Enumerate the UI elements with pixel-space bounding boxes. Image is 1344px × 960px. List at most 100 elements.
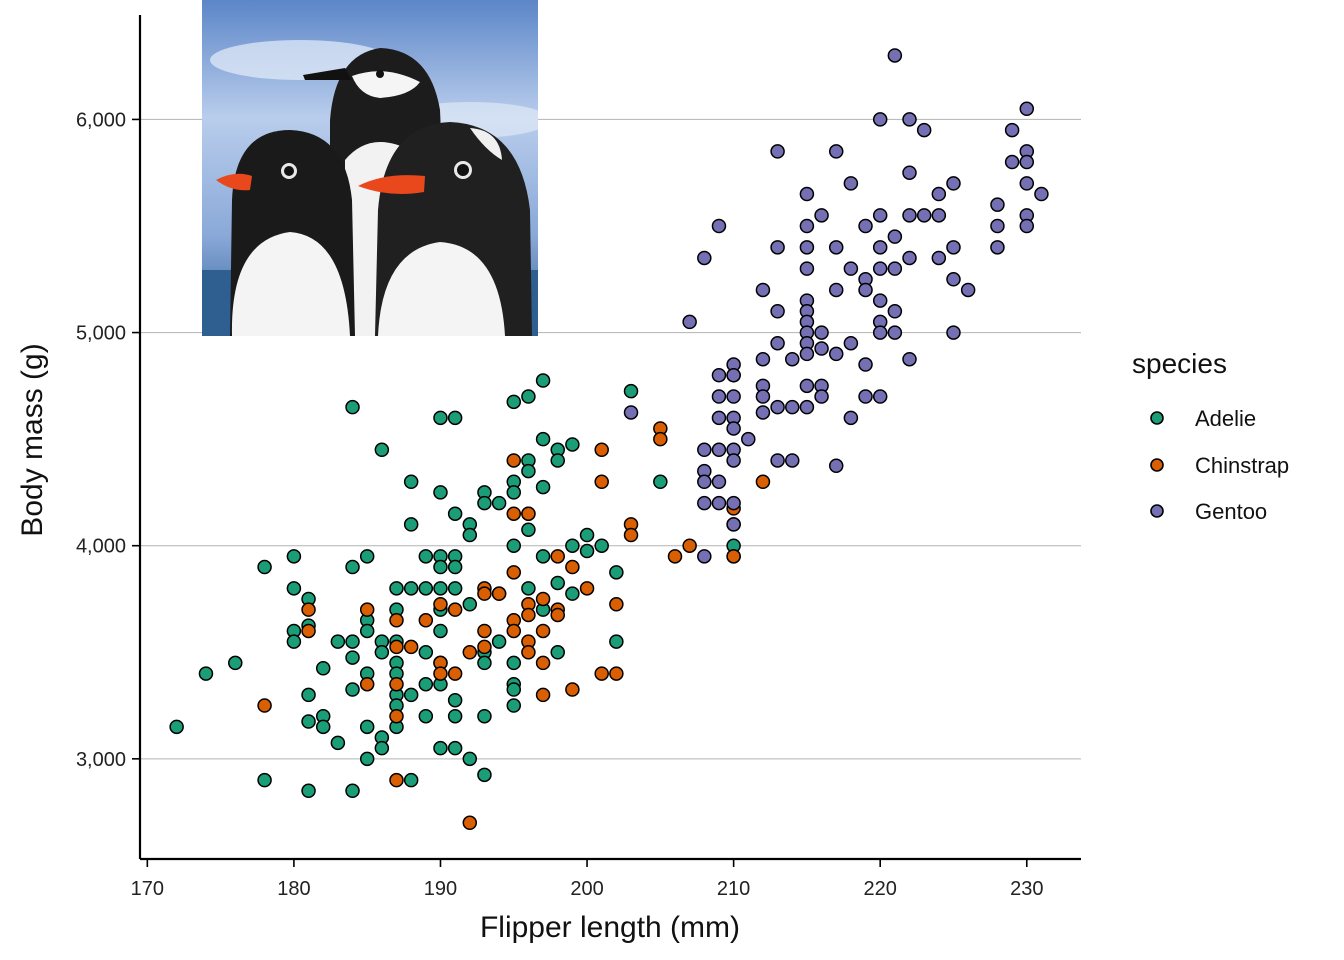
- point-gentoo: [755, 282, 771, 298]
- point-adelie: [433, 740, 448, 756]
- y-tick-label: 6,000: [76, 109, 126, 131]
- point-gentoo: [1034, 186, 1049, 202]
- legend-label-gentoo: Gentoo: [1195, 499, 1267, 524]
- point-adelie: [345, 650, 360, 665]
- point-gentoo: [1019, 218, 1035, 234]
- point-adelie: [359, 719, 375, 735]
- point-adelie: [301, 714, 316, 729]
- point-gentoo: [858, 357, 873, 372]
- point-chinstrap: [389, 639, 404, 655]
- point-chinstrap: [257, 698, 272, 713]
- point-gentoo: [887, 229, 903, 244]
- point-adelie: [447, 559, 463, 575]
- point-chinstrap: [535, 591, 551, 607]
- point-adelie: [447, 581, 463, 596]
- legend-label-chinstrap: Chinstrap: [1195, 453, 1289, 478]
- point-gentoo: [697, 250, 712, 266]
- point-chinstrap: [506, 506, 522, 521]
- point-gentoo: [1004, 154, 1020, 170]
- point-gentoo: [1019, 154, 1035, 170]
- point-chinstrap: [301, 623, 316, 639]
- point-gentoo: [902, 250, 917, 266]
- point-chinstrap: [447, 602, 463, 617]
- point-adelie: [418, 549, 434, 564]
- point-gentoo: [843, 335, 859, 351]
- legend-key-chinstrap: [1150, 458, 1164, 472]
- point-gentoo: [960, 282, 976, 298]
- point-gentoo: [902, 208, 917, 223]
- point-gentoo: [931, 186, 947, 202]
- point-gentoo: [828, 144, 844, 159]
- point-chinstrap: [433, 597, 448, 612]
- point-chinstrap: [565, 559, 580, 575]
- point-adelie: [330, 634, 346, 649]
- point-gentoo: [711, 495, 727, 511]
- point-chinstrap: [389, 772, 404, 788]
- point-chinstrap: [418, 613, 434, 628]
- point-chinstrap: [506, 623, 522, 639]
- point-adelie: [535, 549, 551, 564]
- point-adelie: [403, 474, 419, 490]
- y-tick-label: 3,000: [76, 749, 126, 771]
- point-adelie: [535, 479, 551, 495]
- legend-title: species: [1132, 348, 1227, 379]
- point-gentoo: [711, 367, 727, 383]
- point-chinstrap: [521, 607, 536, 623]
- point-gentoo: [770, 240, 785, 255]
- point-adelie: [433, 410, 448, 426]
- point-chinstrap: [477, 639, 492, 655]
- point-gentoo: [770, 399, 785, 415]
- point-adelie: [345, 559, 360, 575]
- point-gentoo: [1019, 101, 1035, 117]
- point-adelie: [447, 506, 463, 521]
- point-adelie: [301, 687, 316, 703]
- point-adelie: [550, 645, 565, 660]
- point-gentoo: [711, 218, 727, 234]
- point-gentoo: [799, 240, 815, 255]
- point-adelie: [506, 682, 522, 697]
- point-adelie: [535, 431, 551, 447]
- point-chinstrap: [535, 655, 551, 671]
- point-gentoo: [843, 261, 859, 276]
- legend-key-adelie: [1150, 411, 1164, 425]
- point-adelie: [477, 708, 492, 724]
- point-adelie: [491, 634, 507, 649]
- point-gentoo: [872, 293, 888, 308]
- point-gentoo: [711, 474, 727, 490]
- point-gentoo: [931, 208, 947, 223]
- x-axis-ticks: 170 180 190 200 210 220 230: [131, 859, 1043, 900]
- point-chinstrap: [301, 602, 316, 617]
- point-chinstrap: [359, 676, 375, 692]
- x-tick-label: 220: [864, 878, 897, 900]
- point-adelie: [462, 751, 478, 767]
- point-adelie: [433, 559, 448, 575]
- point-gentoo: [1004, 122, 1020, 138]
- point-gentoo: [887, 304, 903, 319]
- point-adelie: [286, 581, 302, 596]
- point-gentoo: [872, 261, 888, 276]
- point-gentoo: [711, 410, 727, 426]
- point-chinstrap: [682, 538, 697, 553]
- point-chinstrap: [550, 607, 565, 623]
- point-adelie: [550, 575, 565, 591]
- point-chinstrap: [389, 613, 404, 628]
- point-adelie: [565, 437, 580, 452]
- point-adelie: [286, 634, 302, 649]
- point-gentoo: [785, 399, 800, 415]
- legend-entry-adelie: Adelie: [1150, 406, 1256, 431]
- point-chinstrap: [506, 565, 522, 580]
- point-gentoo: [726, 453, 741, 468]
- point-gentoo: [799, 218, 815, 234]
- point-adelie: [330, 735, 346, 751]
- point-chinstrap: [506, 453, 522, 468]
- point-gentoo: [858, 389, 873, 404]
- point-chinstrap: [403, 639, 419, 655]
- point-adelie: [565, 586, 580, 601]
- point-adelie: [345, 634, 360, 649]
- x-tick-label: 210: [717, 878, 750, 900]
- point-gentoo: [697, 549, 712, 564]
- point-adelie: [550, 453, 565, 468]
- point-adelie: [286, 549, 302, 564]
- point-gentoo: [682, 314, 697, 330]
